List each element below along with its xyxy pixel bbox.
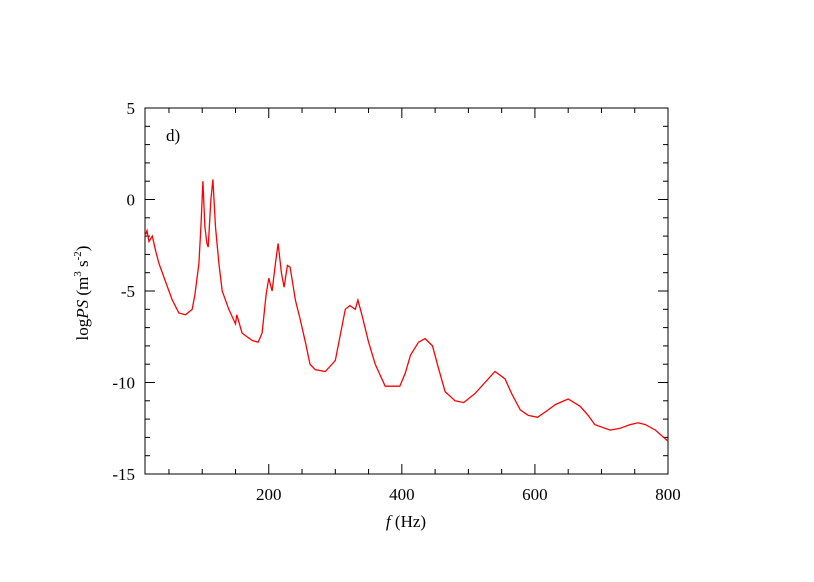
y-label-part: log [73,318,92,340]
y-tick-label: -10 [112,374,135,393]
y-axis-label: logPS (m3 s-2) [72,246,92,341]
x-label-part: f [386,512,393,531]
x-tick-label: 600 [522,485,548,504]
y-label-part: s [73,260,92,271]
x-label-part: (Hz) [391,512,426,531]
y-label-part: -2 [72,251,84,260]
data-line [144,179,669,442]
plot-frame [144,107,669,475]
y-tick-label: -5 [121,282,135,301]
annotation: d) [166,126,180,145]
x-tick-label: 200 [256,485,282,504]
y-label-part: ) [73,246,92,252]
x-tick-label: 800 [655,485,681,504]
x-axis-label: f (Hz) [386,512,426,531]
y-label-part: 3 [72,271,84,277]
x-tick-label: 400 [389,485,415,504]
y-label-part: PS [73,299,92,319]
y-label-part: (m [73,277,92,300]
y-tick-label: -15 [112,465,135,484]
y-tick-label: 5 [127,99,136,118]
y-tick-label: 0 [127,191,136,210]
